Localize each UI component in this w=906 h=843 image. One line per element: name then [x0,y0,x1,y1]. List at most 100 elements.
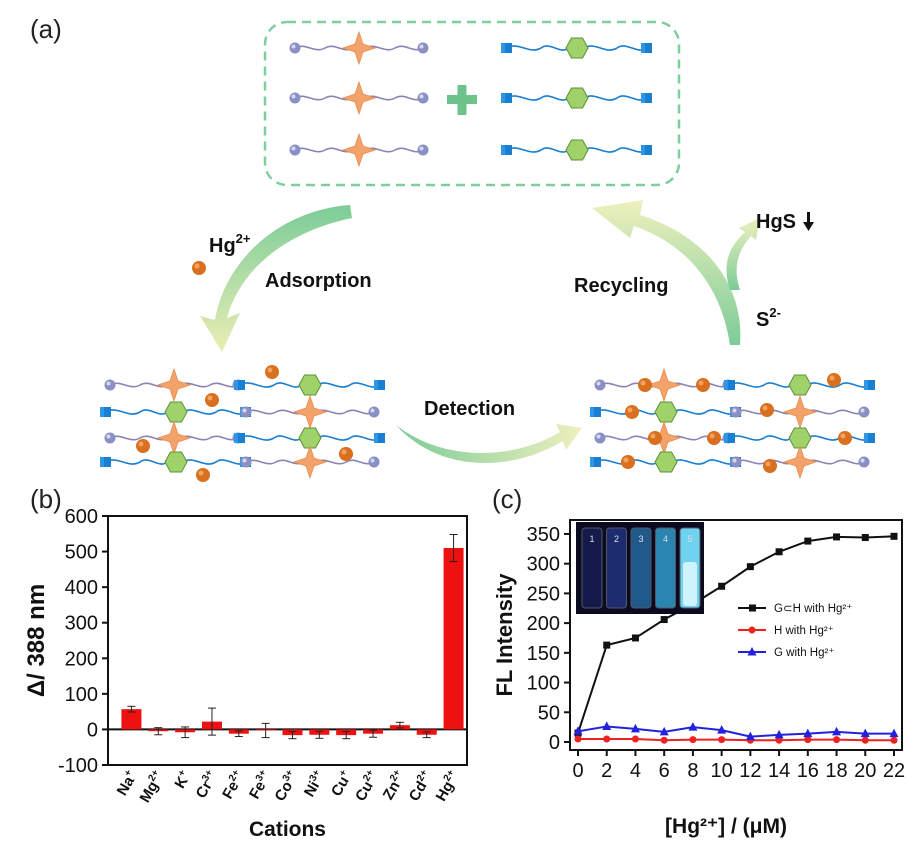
x-tick-label-sup: + [122,768,135,779]
adsorption-label: Adsorption [265,270,372,292]
legend-marker [749,604,756,612]
x-tick-label-sup: 2+ [415,768,430,784]
recycling-arrow [592,200,741,345]
vial-glow [683,562,697,606]
panel-label-c: (c) [492,484,523,514]
x-tick-label: 0 [572,760,583,782]
data-point [745,731,755,741]
x-tick-label: Cu+ [327,768,356,800]
x-tick-label: 22 [883,760,905,782]
bar [121,709,142,730]
data-point [630,723,640,733]
y-tick-label: 600 [65,506,98,528]
vial-label: 1 [589,534,594,544]
data-point [717,725,727,734]
down-arrow-icon [803,212,814,231]
x-tick-label-base: Cd [406,778,431,804]
data-point [775,548,783,556]
data-point [803,728,813,738]
monomer-box [263,20,681,187]
x-tick-label-sup: + [337,768,350,779]
data-point [573,726,583,735]
data-point [833,533,841,541]
data-point [659,726,669,736]
data-point [832,726,842,736]
y-tick-label: 100 [65,684,98,706]
y-tick-label: 150 [527,643,560,665]
y-tick-label: 300 [65,613,98,635]
vial [581,527,603,609]
legend-label: H with Hg²⁺ [774,625,834,637]
x-tick-label: 10 [711,760,733,782]
x-tick-label: Na+ [113,768,141,799]
x-tick-label: Zn2+ [379,768,410,803]
bar [443,548,464,730]
y-tick-label: 0 [87,719,98,741]
adsorption-arrow [200,205,352,352]
y-tick-label: 500 [65,542,98,564]
y-tick-label: 200 [65,648,98,670]
x-tick-label: 20 [854,760,876,782]
vial-label: 4 [663,534,668,544]
data-point [890,736,898,744]
x-tick-label-base: Fe [246,778,269,802]
x-tick-label: Fe3+ [245,768,275,802]
series-line [577,535,895,734]
x-tick-label: K+ [171,768,195,792]
x-tick-label: Ni3+ [300,768,329,800]
x-tick-label-sup: 2+ [146,768,161,784]
data-point [718,736,726,744]
x-tick-label-base: Zn [380,778,404,802]
x-tick-label: Cd2+ [405,768,436,804]
vial-label: 5 [687,534,692,544]
x-tick-label: Cu2+ [351,768,382,804]
x-tick-label-sup: 3+ [200,768,215,784]
x-tick-label-base: Fe [219,778,242,802]
x-tick-label-sup: 3+ [308,768,323,784]
x-axis-label: Cations [249,818,326,841]
legend-marker [747,647,757,656]
x-tick-label-sup: + [176,768,189,779]
data-point [775,736,783,744]
data-point [861,736,869,744]
vial-label: 2 [614,534,619,544]
scheme-diagram: Hg2+ Adsorption Detection Recycling S2- … [0,20,906,482]
x-tick-label: Mg2+ [136,768,168,806]
x-tick-label-sup: 3+ [254,768,269,784]
data-point [718,582,726,590]
x-tick-label: Fe2+ [218,768,248,802]
sulfide-label: S2- [756,305,781,331]
x-tick-label: 14 [768,760,790,782]
data-point [688,722,698,731]
recycling-label: Recycling [574,275,668,297]
y-tick-label: 100 [527,673,560,695]
plot-frame [107,515,468,766]
data-point [631,735,639,743]
x-tick-label-base: Ni [301,778,323,799]
y-tick-label: 50 [538,702,560,724]
x-tick-label-base: Cr [193,778,216,801]
x-tick-label: 4 [630,760,641,782]
y-tick-label: 250 [527,583,560,605]
data-point [631,634,639,642]
x-tick-label-base: Cu [328,774,353,800]
x-tick-label-sup: 3+ [281,768,296,784]
vial [606,527,627,609]
detection-label: Detection [424,398,515,420]
x-tick-label: Hg2+ [432,768,463,804]
series-line [578,738,894,742]
detection-arrow [396,424,582,463]
x-tick-label: 8 [687,760,698,782]
x-tick-label: 18 [825,760,847,782]
x-tick-label-sup: 2+ [361,768,376,784]
panel-label-b: (b) [30,484,62,514]
legend-label: G with Hg²⁺ [774,647,834,659]
x-tick-label: Cr3+ [192,768,222,801]
panel-label-a: (a) [30,14,62,44]
data-point [861,534,869,542]
data-point [804,537,812,545]
data-point [889,728,899,738]
y-axis-label: FL Intensity [492,573,517,697]
y-tick-label: 350 [527,524,560,546]
